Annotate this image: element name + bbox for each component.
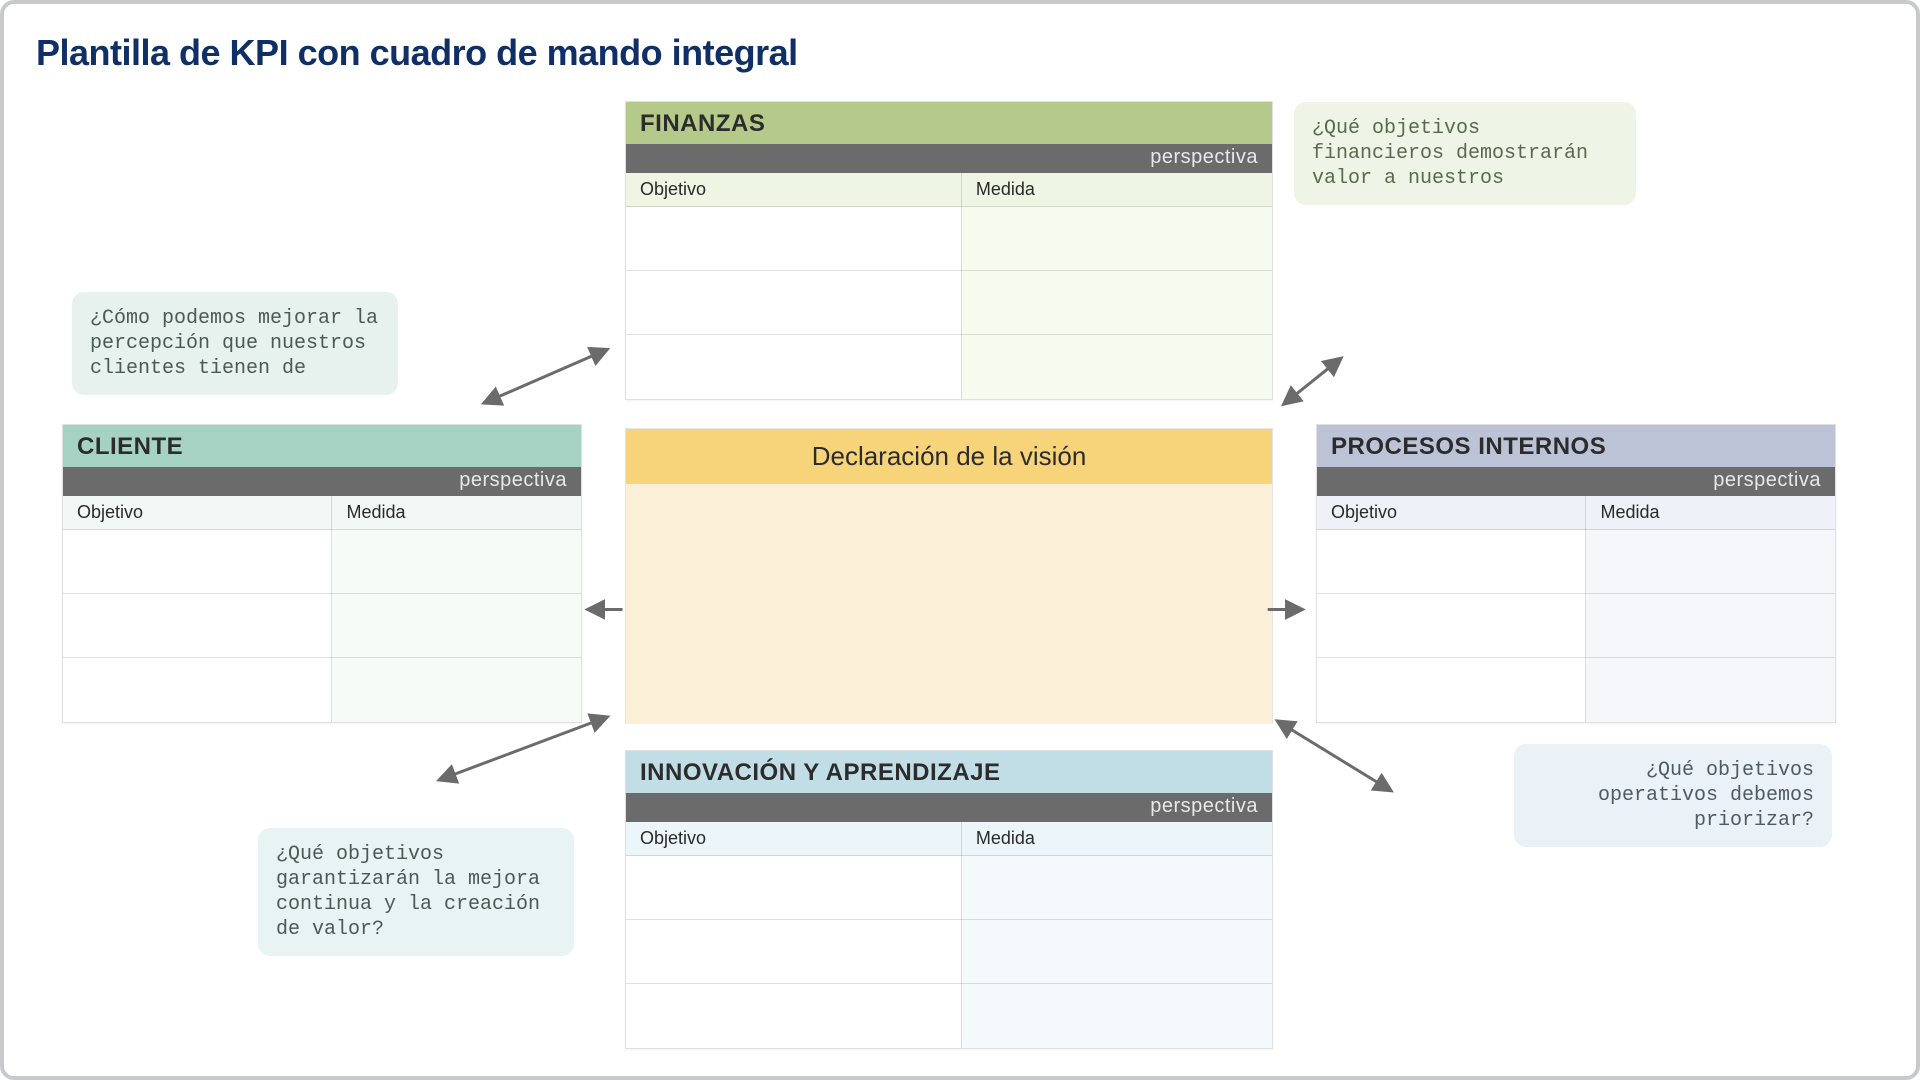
cliente-table: Objetivo Medida [63,496,581,722]
col-objective: Objetivo [626,822,961,856]
col-measure: Medida [961,822,1272,856]
perspective-label: perspectiva [63,467,581,496]
card-procesos-title: PROCESOS INTERNOS [1317,425,1835,467]
vision-box: Declaración de la visión [625,428,1273,724]
col-measure: Medida [1586,496,1835,530]
table-cell [961,271,1272,335]
bubble-text: ¿Qué objetivos financieros demostrarán v… [1312,117,1588,190]
col-objective: Objetivo [1317,496,1586,530]
card-cliente: CLIENTE perspectiva Objetivo Medida [62,424,582,723]
table-cell [626,984,961,1048]
col-objective: Objetivo [626,173,961,207]
table-cell [1317,530,1586,594]
col-measure: Medida [961,173,1272,207]
table-cell [1317,658,1586,722]
card-finanzas-title: FINANZAS [626,102,1272,144]
table-cell [961,920,1272,984]
finanzas-table: Objetivo Medida [626,173,1272,399]
table-cell [961,984,1272,1048]
card-cliente-title: CLIENTE [63,425,581,467]
table-cell [63,530,332,594]
table-cell [63,594,332,658]
bubble-cliente: ¿Cómo podemos mejorar la percepción que … [72,292,398,395]
bubble-text: ¿Cómo podemos mejorar la percepción que … [90,307,378,380]
table-cell [332,594,581,658]
card-procesos: PROCESOS INTERNOS perspectiva Objetivo M… [1316,424,1836,723]
table-cell [626,920,961,984]
table-cell [1586,594,1835,658]
card-innovacion: INNOVACIÓN Y APRENDIZAJE perspectiva Obj… [625,750,1273,1049]
bubble-procesos: ¿Qué objetivos operativos debemos priori… [1514,744,1832,847]
vision-title: Declaración de la visión [626,429,1272,484]
table-cell [626,207,961,271]
table-cell [332,658,581,722]
table-cell [1586,658,1835,722]
table-cell [626,335,961,399]
perspective-label: perspectiva [626,144,1272,173]
perspective-label: perspectiva [626,793,1272,822]
table-cell [332,530,581,594]
diagram-canvas: Declaración de la visión FINANZAS perspe… [4,4,1916,1076]
page-frame: Plantilla de KPI con cuadro de mando int… [0,0,1920,1080]
bubble-finanzas: ¿Qué objetivos financieros demostrarán v… [1294,102,1636,205]
table-cell [63,658,332,722]
innovacion-table: Objetivo Medida [626,822,1272,1048]
table-cell [961,207,1272,271]
table-cell [626,856,961,920]
card-innovacion-title: INNOVACIÓN Y APRENDIZAJE [626,751,1272,793]
bubble-innovacion: ¿Qué objetivos garantizarán la mejora co… [258,828,574,956]
procesos-table: Objetivo Medida [1317,496,1835,722]
bubble-text: ¿Qué objetivos garantizarán la mejora co… [276,843,540,941]
vision-body [626,484,1272,724]
col-objective: Objetivo [63,496,332,530]
table-cell [1317,594,1586,658]
bubble-text: ¿Qué objetivos operativos debemos priori… [1598,759,1814,832]
perspective-label: perspectiva [1317,467,1835,496]
card-finanzas: FINANZAS perspectiva Objetivo Medida [625,101,1273,400]
col-measure: Medida [332,496,581,530]
table-cell [626,271,961,335]
table-cell [961,335,1272,399]
table-cell [1586,530,1835,594]
table-cell [961,856,1272,920]
